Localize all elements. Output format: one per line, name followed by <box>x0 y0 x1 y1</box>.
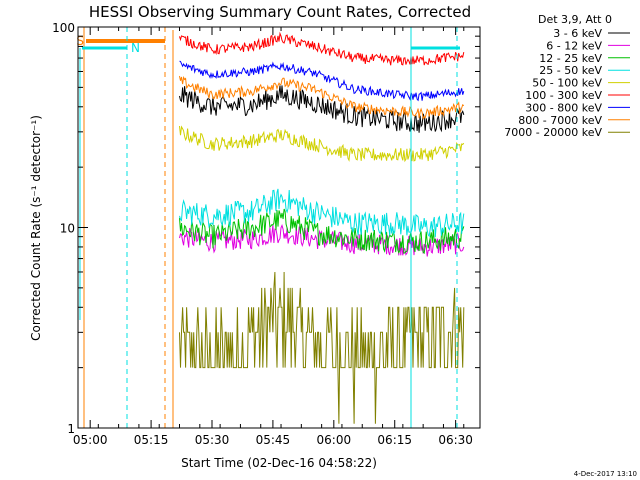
legend-item-5: 100 - 300 keV <box>525 89 602 102</box>
legend-title: Det 3,9, Att 0 <box>538 13 612 26</box>
x-tick-label-4: 06:00 <box>317 433 352 447</box>
plot-frame <box>77 26 481 429</box>
axis-ticks: 05:00 05:15 05:30 05:45 06:00 06:15 06:30 1 10 10… <box>52 21 480 447</box>
y-axis-label: Corrected Count Rate (s⁻¹ detector⁻¹) <box>29 115 43 341</box>
series-line-3 <box>179 188 465 238</box>
legend-item-8: 7000 - 20000 keV <box>504 126 602 139</box>
legend-item-2: 12 - 25 keV <box>539 52 602 65</box>
legend-item-6: 300 - 800 keV <box>525 101 602 114</box>
timestamp: 4-Dec-2017 13:10 <box>574 470 637 478</box>
x-axis-label: Start Time (02-Dec-16 04:58:22) <box>181 456 377 470</box>
series-line-0 <box>179 85 465 133</box>
series-line-6 <box>179 60 465 102</box>
legend-item-4: 50 - 100 keV <box>532 77 602 90</box>
y-tick-label-2: 100 <box>52 21 75 35</box>
series-line-4 <box>179 125 465 163</box>
series-line-5 <box>179 31 465 66</box>
x-tick-label-0: 05:00 <box>73 433 108 447</box>
flag-s-label: S <box>76 34 84 48</box>
legend-item-3: 25 - 50 keV <box>539 64 602 77</box>
legend-item-7: 800 - 7000 keV <box>518 114 602 127</box>
y-tick-label-0: 1 <box>67 422 75 436</box>
x-tick-label-2: 05:30 <box>195 433 230 447</box>
x-tick-label-1: 05:15 <box>134 433 169 447</box>
x-tick-label-5: 06:15 <box>377 433 412 447</box>
legend-item-0: 3 - 6 keV <box>553 27 602 40</box>
flag-n-label: N <box>131 41 140 55</box>
y-tick-label-1: 10 <box>60 222 75 236</box>
series-line-7 <box>179 75 465 120</box>
series-line-2 <box>179 208 465 255</box>
x-tick-label-6: 06:30 <box>438 433 473 447</box>
series-line-8 <box>179 271 465 424</box>
chart-title: HESSI Observing Summary Count Rates, Cor… <box>89 3 471 21</box>
x-tick-label-3: 05:45 <box>256 433 291 447</box>
legend-item-1: 6 - 12 keV <box>546 39 602 52</box>
